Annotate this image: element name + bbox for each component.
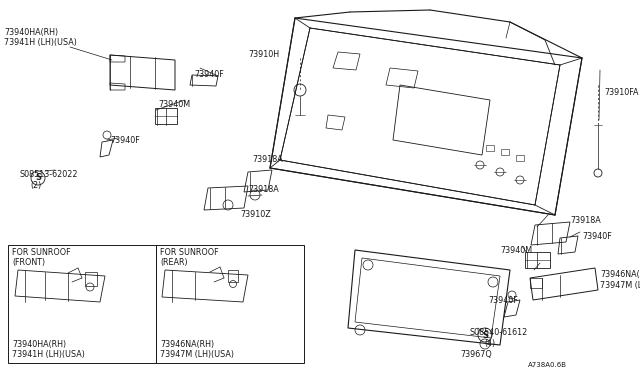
Text: 73940HA(RH): 73940HA(RH): [12, 340, 66, 349]
Text: 73967Q: 73967Q: [460, 350, 492, 359]
Text: 73940F: 73940F: [194, 70, 224, 79]
Text: 73918A: 73918A: [248, 185, 279, 194]
Text: S: S: [35, 173, 41, 183]
Text: 73940F: 73940F: [110, 136, 140, 145]
Text: 73918A: 73918A: [252, 155, 283, 164]
Text: 73947M (LH)(USA): 73947M (LH)(USA): [600, 281, 640, 290]
Text: 73910Z: 73910Z: [240, 210, 271, 219]
Bar: [501, 149, 509, 155]
Text: 73910H: 73910H: [248, 50, 279, 59]
Text: 73946NA(RH): 73946NA(RH): [600, 270, 640, 279]
Text: FOR SUNROOF: FOR SUNROOF: [160, 248, 219, 257]
Text: 73946NA(RH): 73946NA(RH): [160, 340, 214, 349]
Text: (2): (2): [30, 181, 41, 190]
Bar: [8, 245, 156, 363]
Text: A738A0.6B: A738A0.6B: [528, 362, 567, 368]
Text: (REAR): (REAR): [160, 258, 188, 267]
Text: S08513-62022: S08513-62022: [20, 170, 79, 179]
Bar: [85, 272, 97, 286]
Text: 73941H (LH)(USA): 73941H (LH)(USA): [12, 350, 85, 359]
Text: (4): (4): [484, 339, 495, 348]
Text: 73910FA: 73910FA: [604, 88, 639, 97]
Text: 73947M (LH)(USA): 73947M (LH)(USA): [160, 350, 234, 359]
Text: S08540-61612: S08540-61612: [470, 328, 528, 337]
Bar: [156, 245, 304, 363]
Text: S: S: [482, 330, 488, 340]
Bar: [228, 270, 238, 282]
Text: (FRONT): (FRONT): [12, 258, 45, 267]
Text: 73941H (LH)(USA): 73941H (LH)(USA): [4, 38, 77, 47]
Text: FOR SUNROOF: FOR SUNROOF: [12, 248, 70, 257]
Text: 73918A: 73918A: [570, 216, 601, 225]
Text: 73940F: 73940F: [582, 232, 612, 241]
Text: 73940HA(RH): 73940HA(RH): [4, 28, 58, 37]
Bar: [155, 108, 177, 124]
Bar: [486, 145, 494, 151]
Text: 73940F: 73940F: [488, 296, 518, 305]
Bar: [516, 155, 524, 161]
Text: 73940M: 73940M: [158, 100, 190, 109]
Bar: [525, 252, 550, 268]
Text: 73940M: 73940M: [500, 246, 532, 255]
